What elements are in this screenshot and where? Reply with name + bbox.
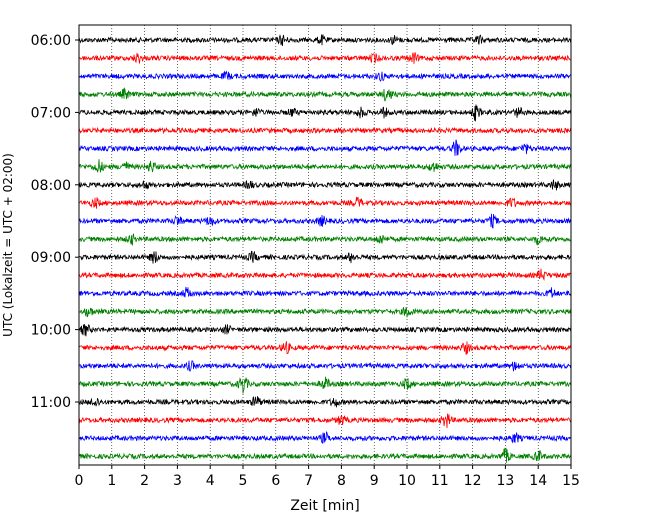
trace-1100 — [78, 396, 572, 408]
trace-0830 — [78, 213, 572, 229]
x-tick-label: 5 — [239, 473, 248, 489]
x-tick-label: 3 — [173, 473, 182, 489]
x-tick-label: 1 — [107, 473, 116, 489]
trace-0600 — [78, 34, 572, 46]
trace-0615 — [78, 51, 572, 64]
x-tick-label: 12 — [464, 473, 482, 489]
y-tick-label: 08:00 — [31, 178, 71, 194]
trace-0945 — [78, 306, 572, 318]
trace-0915 — [78, 268, 572, 282]
trace-1045 — [78, 376, 572, 394]
y-axis-label: UTC (Lokalzeit = UTC + 02:00) — [1, 153, 15, 337]
trace-0715 — [78, 126, 572, 135]
trace-0845 — [78, 233, 572, 247]
y-tick-label: 11:00 — [31, 395, 71, 411]
x-tick-label: 4 — [206, 473, 215, 489]
y-tick-label: 06:00 — [31, 33, 71, 49]
trace-0645 — [78, 87, 572, 102]
trace-0630 — [78, 70, 572, 82]
x-tick-label: 6 — [271, 473, 280, 489]
trace-1000 — [78, 324, 572, 337]
trace-1145 — [78, 447, 572, 463]
trace-0800 — [78, 179, 572, 191]
x-tick-label: 14 — [529, 473, 547, 489]
trace-1115 — [78, 413, 572, 429]
trace-1015 — [78, 341, 572, 355]
x-tick-label: 13 — [496, 473, 514, 489]
x-tick-label: 11 — [431, 473, 449, 489]
x-tick-label: 15 — [562, 473, 580, 489]
x-tick-label: 9 — [370, 473, 379, 489]
trace-0730 — [78, 139, 572, 156]
x-tick-label: 0 — [75, 473, 84, 489]
y-tick-label: 09:00 — [31, 250, 71, 266]
trace-0815 — [78, 196, 572, 209]
seismic-traces — [78, 34, 572, 463]
trace-1030 — [78, 360, 572, 372]
plot-frame — [78, 24, 572, 466]
trace-0700 — [78, 104, 572, 122]
y-axis-ticks: 06:00 07:00 08:00 09:00 10:00 11:00 — [31, 33, 79, 411]
trace-0745 — [78, 159, 572, 173]
y-tick-label: 10:00 — [31, 323, 71, 339]
x-tick-label: 2 — [140, 473, 149, 489]
y-tick-label: 07:00 — [31, 105, 71, 121]
x-tick-label: 10 — [398, 473, 416, 489]
x-tick-label: 7 — [304, 473, 313, 489]
trace-1130 — [78, 431, 572, 445]
trace-0930 — [78, 286, 572, 298]
grid-lines — [111, 25, 539, 465]
trace-0900 — [78, 250, 572, 264]
x-axis-label: Zeit [min] — [290, 498, 359, 514]
x-axis-ticks: 0 1 2 3 4 5 6 7 8 9 10 11 12 13 14 15 — [75, 465, 580, 489]
x-tick-label: 8 — [337, 473, 346, 489]
